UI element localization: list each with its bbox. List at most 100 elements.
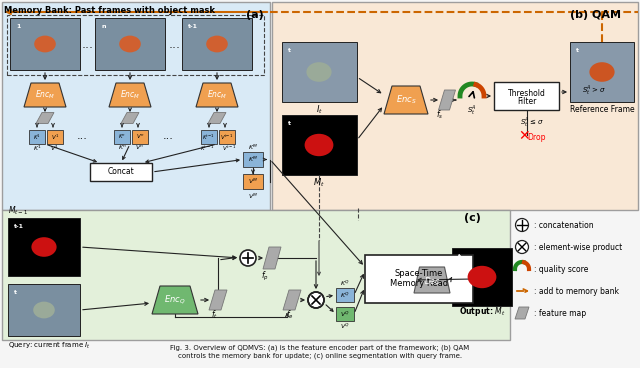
Ellipse shape	[119, 36, 141, 52]
Text: t: t	[288, 121, 291, 126]
FancyBboxPatch shape	[114, 130, 130, 144]
FancyBboxPatch shape	[8, 284, 80, 336]
FancyBboxPatch shape	[10, 18, 80, 70]
FancyBboxPatch shape	[2, 2, 270, 210]
Polygon shape	[438, 90, 456, 110]
Text: $V^{t-1}$: $V^{t-1}$	[221, 144, 236, 153]
Text: t: t	[576, 48, 579, 53]
FancyBboxPatch shape	[336, 288, 354, 302]
Ellipse shape	[589, 62, 614, 82]
Text: $V^n$: $V^n$	[136, 144, 145, 152]
Text: $V^{n}$: $V^{n}$	[136, 133, 144, 141]
Text: t: t	[14, 290, 17, 295]
Text: (a): (a)	[246, 10, 264, 20]
Text: $V^M$: $V^M$	[248, 177, 258, 186]
Text: ...: ...	[77, 131, 88, 141]
FancyBboxPatch shape	[182, 18, 252, 70]
Text: $\mathit{Enc_Q}$: $\mathit{Enc_Q}$	[164, 294, 186, 307]
Text: Memory Read: Memory Read	[390, 280, 448, 289]
FancyBboxPatch shape	[243, 152, 263, 167]
Text: $V^Q$: $V^Q$	[340, 321, 350, 331]
Ellipse shape	[307, 62, 332, 82]
Text: $f_s$: $f_s$	[436, 109, 444, 121]
Text: (c): (c)	[463, 213, 481, 223]
FancyBboxPatch shape	[272, 2, 638, 210]
Text: ...: ...	[163, 131, 173, 141]
Text: Fig. 3. Overview of QDMVS: (a) is the feature encoder part of the framework; (b): Fig. 3. Overview of QDMVS: (a) is the fe…	[170, 345, 470, 351]
Polygon shape	[121, 113, 139, 124]
FancyBboxPatch shape	[29, 130, 45, 144]
Circle shape	[515, 241, 529, 254]
Text: $V^Q$: $V^Q$	[340, 309, 350, 319]
FancyBboxPatch shape	[452, 248, 512, 306]
Text: $I_t$: $I_t$	[316, 104, 323, 116]
Text: : concatenation: : concatenation	[534, 220, 594, 230]
Text: t-1: t-1	[188, 24, 198, 29]
Text: Space-Time: Space-Time	[395, 269, 443, 279]
Text: $S_t^A$: $S_t^A$	[467, 103, 477, 117]
Polygon shape	[109, 83, 151, 107]
Text: : feature map: : feature map	[534, 308, 586, 318]
Text: $\mathit{Enc_S}$: $\mathit{Enc_S}$	[396, 94, 417, 106]
FancyBboxPatch shape	[282, 42, 357, 102]
Text: $M_{t-1}$: $M_{t-1}$	[8, 205, 28, 217]
Ellipse shape	[468, 266, 497, 288]
Text: $K^M$: $K^M$	[248, 142, 258, 152]
Polygon shape	[196, 83, 238, 107]
Text: Query: current frame $I_t$: Query: current frame $I_t$	[8, 341, 91, 351]
Text: (b) QAM: (b) QAM	[570, 10, 621, 20]
Text: $f_t$: $f_t$	[211, 309, 218, 321]
Text: Output: $M_t$: Output: $M_t$	[459, 305, 506, 318]
Polygon shape	[414, 267, 450, 293]
Text: ...: ...	[169, 38, 181, 50]
Text: $\mathit{Dec}$: $\mathit{Dec}$	[424, 275, 440, 286]
FancyBboxPatch shape	[282, 115, 357, 175]
FancyBboxPatch shape	[2, 210, 510, 340]
Text: : add to memory bank: : add to memory bank	[534, 287, 619, 296]
Polygon shape	[515, 307, 529, 319]
Text: t: t	[458, 254, 461, 259]
FancyBboxPatch shape	[494, 82, 559, 110]
FancyBboxPatch shape	[90, 163, 152, 181]
Polygon shape	[24, 83, 66, 107]
Ellipse shape	[31, 237, 56, 257]
Text: $\mathit{Enc_M}$: $\mathit{Enc_M}$	[207, 89, 227, 101]
Text: $M_t$: $M_t$	[313, 177, 325, 189]
Text: Memory Bank: Past frames with object mask: Memory Bank: Past frames with object mas…	[4, 6, 215, 15]
Text: $K^{t\!-\!1}$: $K^{t\!-\!1}$	[202, 132, 216, 142]
Text: $K^Q$: $K^Q$	[340, 278, 350, 288]
Text: : element-wise product: : element-wise product	[534, 243, 622, 251]
Text: $V^{1}$: $V^{1}$	[51, 132, 59, 142]
FancyBboxPatch shape	[570, 42, 634, 102]
Text: $K^1$: $K^1$	[33, 144, 42, 153]
Text: Drop: Drop	[527, 134, 546, 142]
Text: $K^{t-1}$: $K^{t-1}$	[200, 144, 214, 153]
Ellipse shape	[33, 302, 55, 318]
Circle shape	[240, 250, 256, 266]
Polygon shape	[263, 247, 281, 269]
Polygon shape	[384, 86, 428, 114]
Text: $V^{t\!-\!1}$: $V^{t\!-\!1}$	[220, 132, 234, 142]
FancyBboxPatch shape	[219, 130, 235, 144]
Ellipse shape	[305, 134, 333, 156]
Ellipse shape	[34, 36, 56, 52]
FancyBboxPatch shape	[95, 18, 165, 70]
Text: $f_e$: $f_e$	[286, 309, 294, 321]
Text: ✕: ✕	[518, 129, 531, 143]
Polygon shape	[283, 290, 301, 310]
Polygon shape	[208, 113, 226, 124]
Text: $V^M$: $V^M$	[248, 191, 258, 201]
Text: $\mathit{Enc_M}$: $\mathit{Enc_M}$	[35, 89, 55, 101]
Polygon shape	[36, 113, 54, 124]
Text: controls the memory bank for update; (c) online segmentation with query frame.: controls the memory bank for update; (c)…	[178, 353, 462, 359]
FancyBboxPatch shape	[47, 130, 63, 144]
Text: Filter: Filter	[517, 98, 536, 106]
FancyBboxPatch shape	[201, 130, 217, 144]
Ellipse shape	[206, 36, 228, 52]
FancyBboxPatch shape	[132, 130, 148, 144]
Text: ...: ...	[82, 38, 94, 50]
Text: $\mathit{Enc_M}$: $\mathit{Enc_M}$	[120, 89, 140, 101]
FancyBboxPatch shape	[243, 174, 263, 189]
Polygon shape	[152, 286, 198, 314]
Text: 1: 1	[16, 24, 20, 29]
